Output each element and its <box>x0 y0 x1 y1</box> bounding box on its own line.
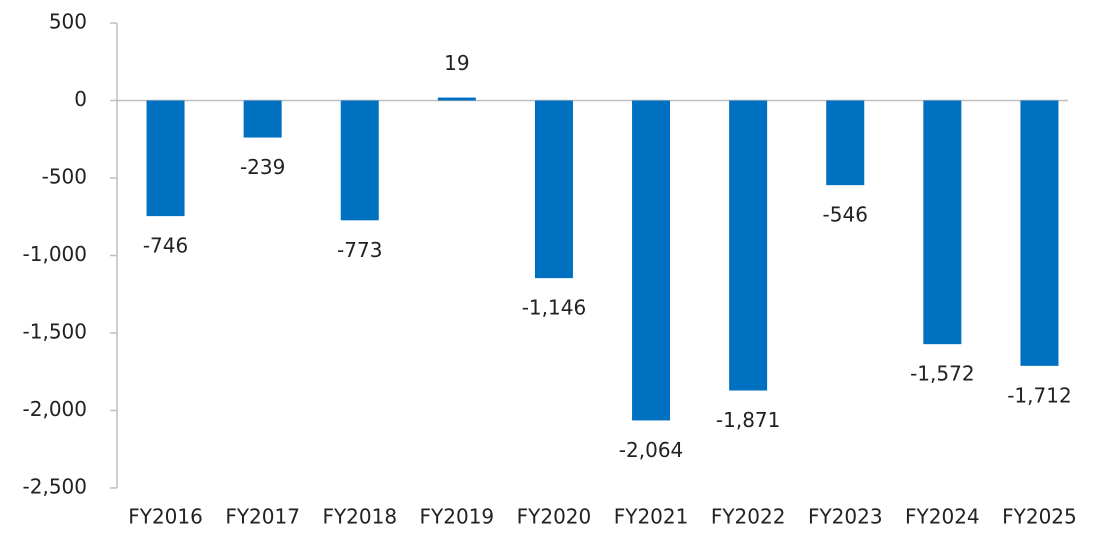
data-label: -1,572 <box>910 362 974 386</box>
data-label: -746 <box>143 234 188 258</box>
x-tick-label: FY2025 <box>1002 505 1077 529</box>
data-label: -1,146 <box>522 296 586 320</box>
bar <box>243 100 282 138</box>
x-tick-label: FY2017 <box>225 505 300 529</box>
bar <box>826 100 865 186</box>
bar <box>534 100 573 279</box>
x-tick-label: FY2022 <box>711 505 786 529</box>
data-label: -773 <box>337 238 382 262</box>
y-tick-label: -1,500 <box>23 320 87 344</box>
data-label: 19 <box>444 51 469 75</box>
x-tick-label: FY2018 <box>322 505 397 529</box>
y-tick-label: -500 <box>42 165 87 189</box>
y-tick-label: 500 <box>49 10 87 34</box>
bar <box>340 100 379 221</box>
y-tick-label: 0 <box>74 87 87 111</box>
y-tick-label: -2,000 <box>23 397 87 421</box>
bar <box>146 100 185 217</box>
data-label: -1,712 <box>1007 383 1071 407</box>
data-label: -1,871 <box>716 408 780 432</box>
y-tick-label: -2,500 <box>23 475 87 499</box>
bar <box>632 100 671 421</box>
x-tick-label: FY2020 <box>517 505 592 529</box>
x-tick-label: FY2019 <box>420 505 495 529</box>
x-tick-label: FY2016 <box>128 505 203 529</box>
data-label: -239 <box>240 155 285 179</box>
x-tick-label: FY2021 <box>614 505 689 529</box>
y-tick-label: -1,000 <box>23 242 87 266</box>
x-tick-label: FY2023 <box>808 505 883 529</box>
bar <box>1020 100 1059 366</box>
bar <box>437 97 476 101</box>
bar <box>923 100 962 345</box>
bar <box>729 100 768 391</box>
data-label: -2,064 <box>619 438 683 462</box>
data-label: -546 <box>823 203 868 227</box>
x-tick-label: FY2024 <box>905 505 980 529</box>
